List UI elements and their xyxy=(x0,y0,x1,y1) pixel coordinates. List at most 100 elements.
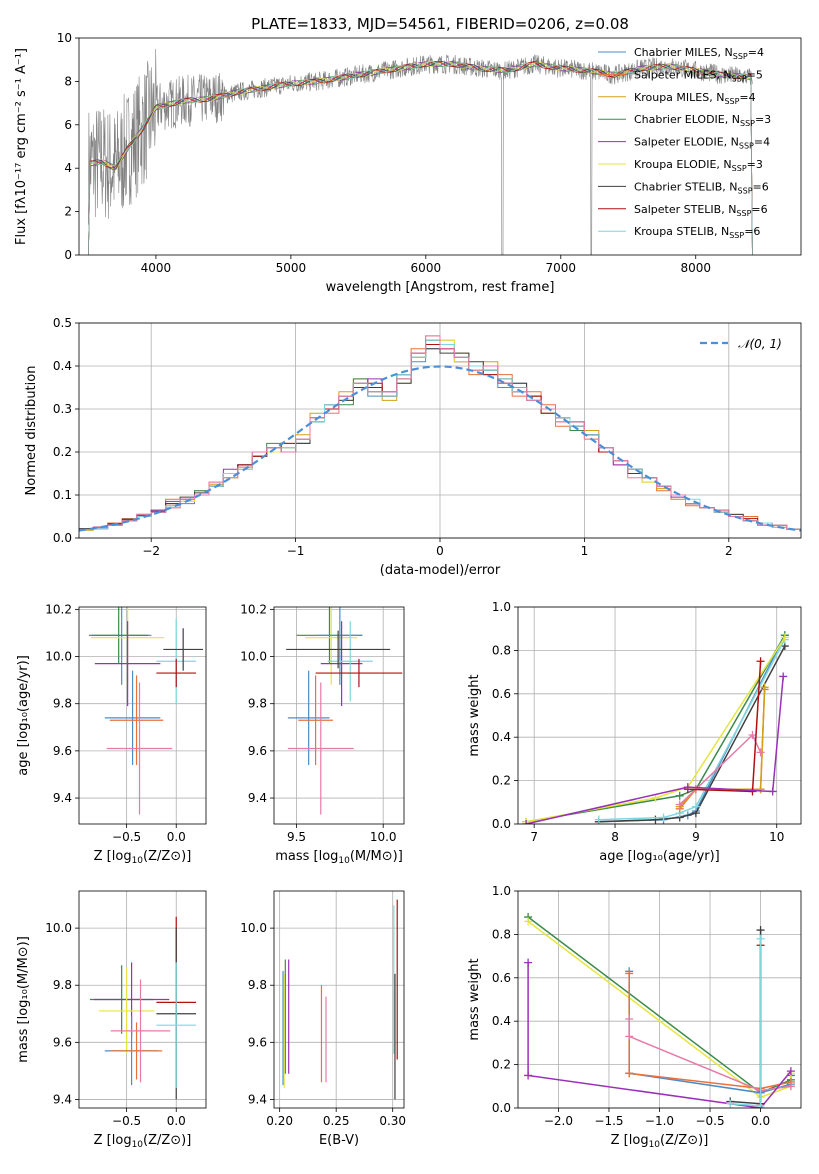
legend-entry: Kroupa MILES, NSSP=4 xyxy=(634,91,756,106)
plus-marker xyxy=(625,1032,634,1041)
y-axis-label: mass weight xyxy=(467,674,482,756)
y-tick-label: 0.0 xyxy=(492,1101,511,1115)
y-tick-label: 1.0 xyxy=(492,600,511,614)
panel-spectrum: 4000 5000 6000 7000 8000 0 2 4 6 8 10 wavelength [A… xyxy=(14,31,802,295)
model-spectrum-line xyxy=(88,61,753,255)
error-bar-point xyxy=(327,621,373,702)
error-bar-point xyxy=(156,962,197,1089)
y-tick-label: 10.2 xyxy=(45,602,72,616)
y-axis-label: age [log₁₀(age/yr)] xyxy=(16,655,31,776)
x-tick-label: 0.30 xyxy=(379,1114,406,1128)
panel-mass_vs_Z: −0.5 0.0 9.4 9.6 9.8 10.0 Z [log10(Z/Z⊙)] mass … xyxy=(16,890,207,1150)
y-tick-label: 0.4 xyxy=(53,359,72,373)
x-tick-label: 0.0 xyxy=(167,1114,186,1128)
x-tick-label: −2 xyxy=(142,544,160,558)
x-tick-label: 0 xyxy=(436,544,444,558)
y-tick-label: 10.0 xyxy=(45,921,72,935)
legend-entry: Salpeter STELIB, NSSP=6 xyxy=(634,203,768,218)
panel-massweight_vs_age: 7 8 9 10 0.0 0.2 0.4 0.6 0.8 1.0 age [log₁₀(age/yr… xyxy=(467,600,802,864)
y-tick-label: 9.4 xyxy=(248,1092,267,1106)
x-tick-label: −0.5 xyxy=(112,1114,141,1128)
error-bar-point xyxy=(156,658,197,688)
y-axis-label: Flux [fλ10⁻¹⁷ erg cm⁻² s⁻¹ A⁻¹] xyxy=(14,48,29,245)
plus-marker xyxy=(748,731,757,740)
normal-curve xyxy=(79,365,801,532)
axes-frame xyxy=(78,890,207,1109)
plus-marker xyxy=(625,1015,634,1024)
plot-area-spectrum xyxy=(88,48,753,255)
y-tick-label: 10.0 xyxy=(240,921,267,935)
plus-marker xyxy=(768,787,777,796)
axes-frame xyxy=(517,606,802,825)
mass-weight-line xyxy=(679,733,762,806)
axes-frame xyxy=(517,890,802,1109)
plus-marker xyxy=(756,1101,765,1108)
y-tick-label: 9.8 xyxy=(248,697,267,711)
error-bar-point xyxy=(106,682,173,815)
y-tick-label: 9.8 xyxy=(53,978,72,992)
x-axis-label: Z [log10(Z/Z⊙)] xyxy=(94,849,192,866)
y-tick-label: 0.8 xyxy=(492,927,511,941)
y-tick-label: 9.6 xyxy=(53,1035,72,1049)
plus-marker xyxy=(651,815,660,824)
y-axis-label: Normed distribution xyxy=(24,366,39,496)
y-tick-label: 9.4 xyxy=(53,1092,72,1106)
y-tick-label: 0.6 xyxy=(492,687,511,701)
y-tick-label: 10.2 xyxy=(240,602,267,616)
plus-marker xyxy=(779,672,788,681)
error-bar-point xyxy=(305,607,358,685)
y-tick-label: 0.2 xyxy=(492,774,511,788)
x-tick-label: 6000 xyxy=(411,261,442,275)
panel-massweight_vs_Z: −2.0 −1.5 −1.0 −0.5 0.0 0.0 0.2 0.4 0.6 0.8 1.0 Z [… xyxy=(467,884,802,1150)
x-axis-label: mass [log10(M/M⊙)] xyxy=(275,849,403,866)
plot-area-massweight_vs_Z xyxy=(524,913,795,1108)
y-tick-label: 1.0 xyxy=(492,884,511,898)
legend-entry: Chabrier ELODIE, NSSP=3 xyxy=(634,113,771,128)
x-tick-label: 8 xyxy=(611,830,619,844)
x-tick-label: 9 xyxy=(692,830,700,844)
plus-marker xyxy=(675,791,684,800)
panel-age_vs_mass: 9.5 10.0 9.4 9.6 9.8 10.0 10.2 mass [log10(M/M⊙… xyxy=(240,602,405,866)
legend-entry: Salpeter MILES, NSSP=5 xyxy=(634,68,763,83)
x-tick-label: −0.5 xyxy=(695,1114,724,1128)
x-tick-label: 4000 xyxy=(141,261,172,275)
error-bar-point xyxy=(109,675,164,766)
x-tick-label: 2 xyxy=(725,544,733,558)
plot-area-mass_vs_Z xyxy=(89,916,197,1100)
x-tick-label: 7000 xyxy=(546,261,577,275)
error-bar-point xyxy=(286,630,391,669)
y-tick-label: 6 xyxy=(64,118,72,132)
x-tick-label: 0.20 xyxy=(266,1114,293,1128)
y-tick-label: 9.4 xyxy=(248,791,267,805)
error-bar-point xyxy=(298,675,333,766)
y-tick-label: 9.6 xyxy=(248,1035,267,1049)
plus-marker xyxy=(659,813,668,822)
x-tick-label: 10.0 xyxy=(370,830,397,844)
plus-marker xyxy=(726,1099,735,1108)
plus-marker xyxy=(756,785,765,794)
y-tick-label: 2 xyxy=(64,205,72,219)
legend-entry: Chabrier MILES, NSSP=4 xyxy=(634,46,764,61)
x-tick-label: 9.5 xyxy=(287,830,306,844)
mass-weight-line xyxy=(598,645,786,823)
y-tick-label: 0.6 xyxy=(492,971,511,985)
plus-marker xyxy=(524,917,533,926)
plus-marker xyxy=(786,1067,795,1076)
y-tick-label: 0.2 xyxy=(492,1058,511,1072)
x-tick-label: −1 xyxy=(287,544,305,558)
axes-frame xyxy=(273,606,405,825)
x-axis-label: E(B-V) xyxy=(319,1133,359,1148)
error-bar-point xyxy=(287,670,330,766)
plus-marker xyxy=(756,934,765,943)
y-tick-label: 4 xyxy=(64,161,72,175)
x-tick-label: 0.0 xyxy=(167,830,186,844)
x-tick-label: −1.5 xyxy=(594,1114,623,1128)
axes-frame xyxy=(273,890,405,1109)
axes-frame xyxy=(78,37,802,256)
plus-marker xyxy=(756,926,765,935)
plus-marker xyxy=(760,683,769,692)
plus-marker xyxy=(625,969,634,978)
x-tick-label: 0.0 xyxy=(751,1114,770,1128)
error-bar-point xyxy=(104,670,161,766)
legend-entry: Kroupa ELODIE, NSSP=3 xyxy=(634,158,763,173)
